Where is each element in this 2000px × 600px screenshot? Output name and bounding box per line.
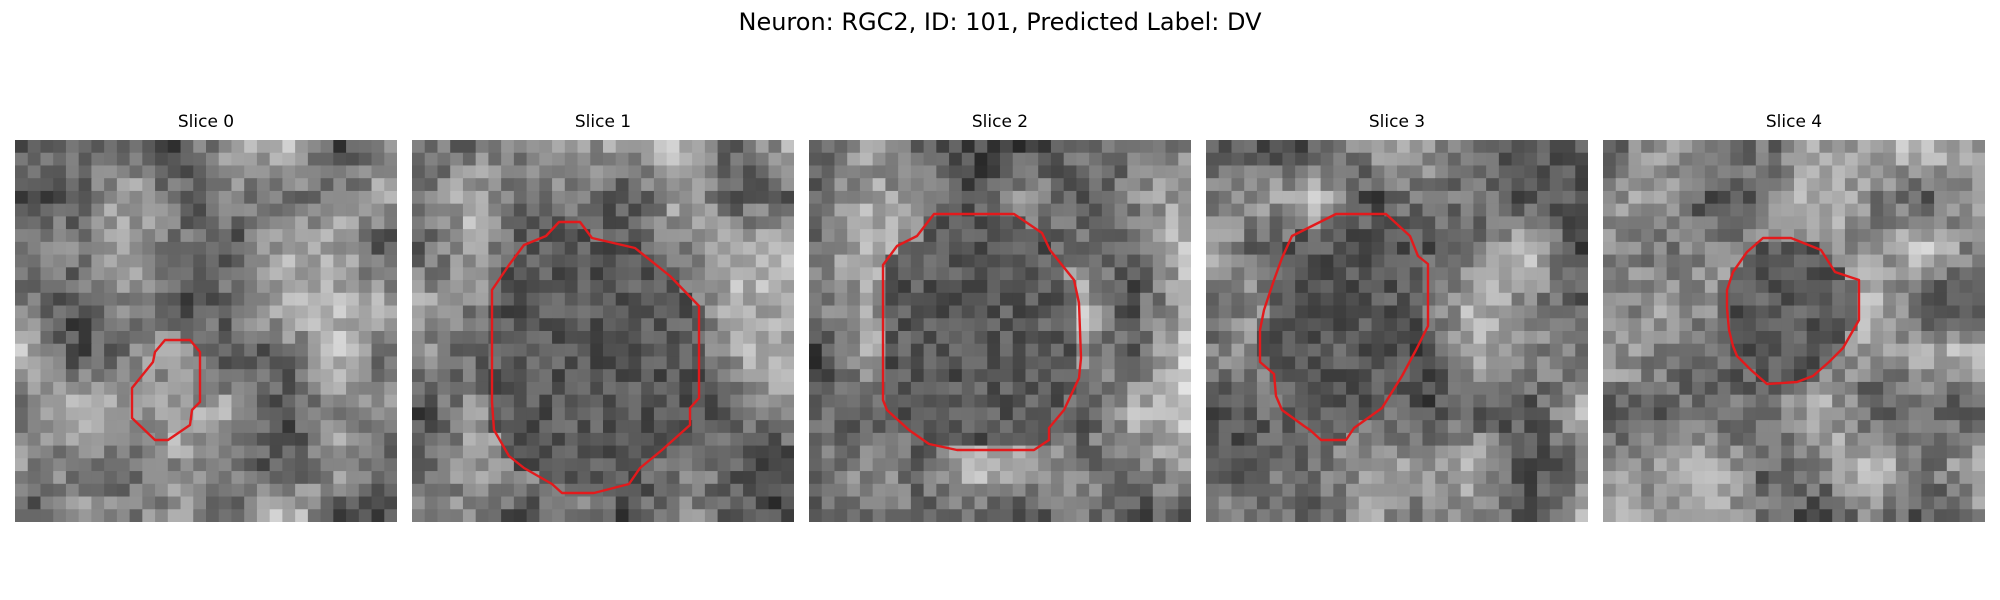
- slice-image: [809, 140, 1191, 522]
- grayscale-slice: [15, 140, 397, 522]
- panel-title: Slice 2: [971, 112, 1029, 132]
- panel-slice-0: Slice 0: [15, 110, 397, 522]
- panel-title: Slice 3: [1368, 112, 1426, 132]
- grayscale-slice: [412, 140, 794, 522]
- segmentation-contour: [881, 212, 1083, 452]
- segmentation-contour: [490, 220, 701, 495]
- panel-slice-2: Slice 2: [809, 110, 1191, 522]
- grayscale-slice: [1603, 140, 1985, 522]
- figure-title: Neuron: RGC2, ID: 101, Predicted Label: …: [738, 8, 1262, 36]
- segmentation-contour: [130, 338, 202, 442]
- panel-slice-3: Slice 3: [1206, 110, 1588, 522]
- panel-slice-1: Slice 1: [412, 110, 794, 522]
- grayscale-slice: [809, 140, 1191, 522]
- slice-image: [1603, 140, 1985, 522]
- grayscale-slice: [1206, 140, 1588, 522]
- slice-image: [15, 140, 397, 522]
- panel-title: Slice 4: [1765, 112, 1823, 132]
- segmentation-contour: [1725, 236, 1861, 386]
- panel-slice-4: Slice 4: [1603, 110, 1985, 522]
- slice-image: [1206, 140, 1588, 522]
- slice-image: [412, 140, 794, 522]
- panel-title: Slice 0: [177, 112, 235, 132]
- panel-title: Slice 1: [574, 112, 632, 132]
- segmentation-contour: [1258, 212, 1430, 442]
